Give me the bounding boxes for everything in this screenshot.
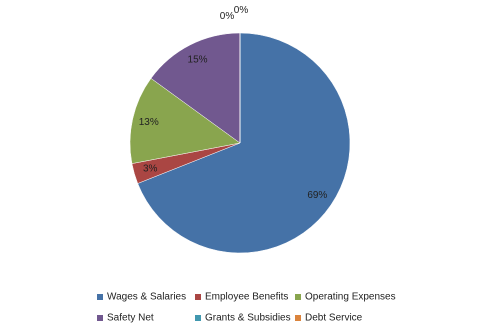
data-label: 69% bbox=[307, 190, 327, 201]
legend-swatch bbox=[195, 315, 201, 321]
legend-label: Safety Net bbox=[107, 313, 154, 324]
legend-label: Grants & Subsidies bbox=[205, 313, 291, 324]
legend-label: Debt Service bbox=[305, 313, 363, 324]
pie-slice bbox=[137, 32, 351, 254]
pie-slice bbox=[129, 77, 241, 164]
legend-label: Wages & Salaries bbox=[107, 292, 186, 303]
legend-swatch bbox=[97, 294, 103, 300]
legend-swatch bbox=[97, 315, 103, 321]
data-label: 13% bbox=[139, 117, 159, 128]
legend-swatch bbox=[295, 294, 301, 300]
legend-label: Employee Benefits bbox=[205, 292, 288, 303]
legend-label: Operating Expenses bbox=[305, 292, 396, 303]
pie-slice bbox=[150, 32, 241, 144]
legend-swatch bbox=[195, 294, 201, 300]
legend-swatch bbox=[295, 315, 301, 321]
data-label: 3% bbox=[143, 164, 158, 175]
data-label: 0% bbox=[220, 11, 235, 22]
data-label: 15% bbox=[188, 54, 208, 65]
data-label: 0% bbox=[234, 5, 249, 16]
